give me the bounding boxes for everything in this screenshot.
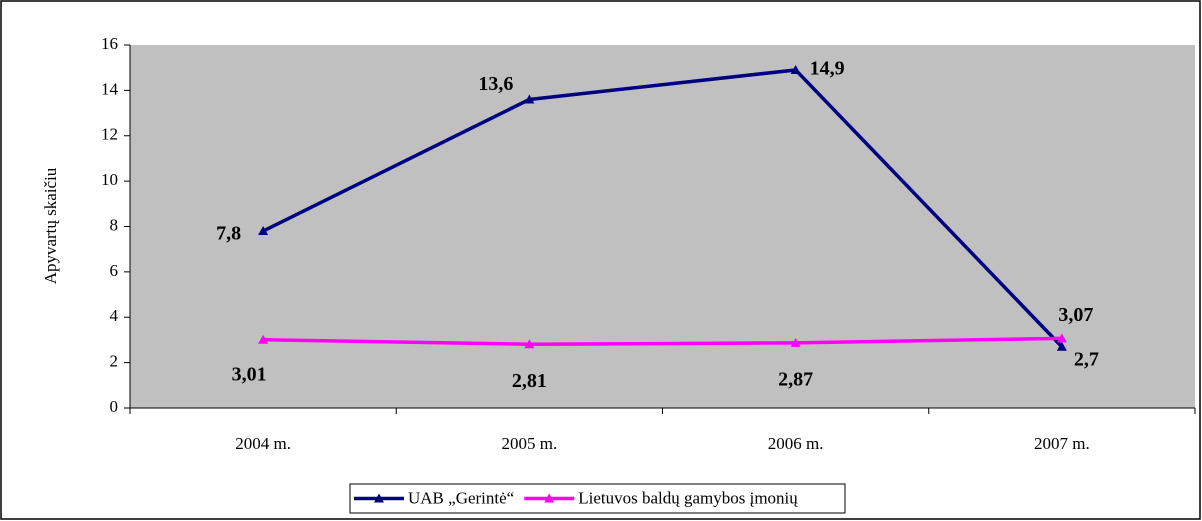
x-tick-label: 2005 m. bbox=[502, 434, 558, 453]
x-tick-label: 2006 m. bbox=[768, 434, 824, 453]
value-label: 7,8 bbox=[216, 223, 241, 245]
y-axis-label: Apyvartų skaičiu bbox=[41, 167, 60, 284]
legend-box bbox=[349, 483, 846, 514]
marker bbox=[524, 94, 535, 104]
value-label: 3,01 bbox=[232, 363, 267, 385]
marker bbox=[1056, 341, 1067, 351]
value-label: 2,7 bbox=[1074, 348, 1099, 370]
marker bbox=[790, 337, 801, 347]
marker bbox=[258, 226, 269, 236]
y-tick-label: 12 bbox=[101, 125, 118, 144]
y-tick-label: 2 bbox=[110, 352, 119, 371]
value-label: 14,9 bbox=[810, 58, 845, 80]
series-line bbox=[263, 336, 1062, 346]
y-tick-label: 14 bbox=[101, 79, 119, 98]
y-tick-label: 8 bbox=[110, 215, 119, 234]
x-tick-label: 2007 m. bbox=[1034, 434, 1090, 453]
legend-marker bbox=[374, 493, 384, 503]
legend-label: UAB „Gerintė“ bbox=[408, 488, 514, 507]
y-tick-label: 6 bbox=[110, 261, 119, 280]
series-line bbox=[262, 68, 1064, 348]
y-tick-label: 16 bbox=[101, 34, 118, 53]
y-tick-label: 0 bbox=[110, 397, 119, 416]
legend-label: Lietuvos baldų gamybos įmonių bbox=[578, 488, 798, 507]
marker bbox=[258, 334, 269, 344]
marker bbox=[790, 64, 801, 74]
value-label: 2,81 bbox=[512, 370, 547, 392]
y-tick-label: 4 bbox=[110, 306, 119, 325]
legend-marker bbox=[544, 493, 555, 503]
value-label: 3,07 bbox=[1058, 304, 1093, 326]
plot-area bbox=[130, 45, 1195, 408]
y-tick-label: 10 bbox=[101, 170, 118, 189]
value-label: 13,6 bbox=[478, 73, 513, 95]
value-label: 2,87 bbox=[778, 368, 813, 390]
marker bbox=[1056, 333, 1067, 343]
marker bbox=[524, 339, 535, 349]
x-tick-label: 2004 m. bbox=[235, 434, 291, 453]
